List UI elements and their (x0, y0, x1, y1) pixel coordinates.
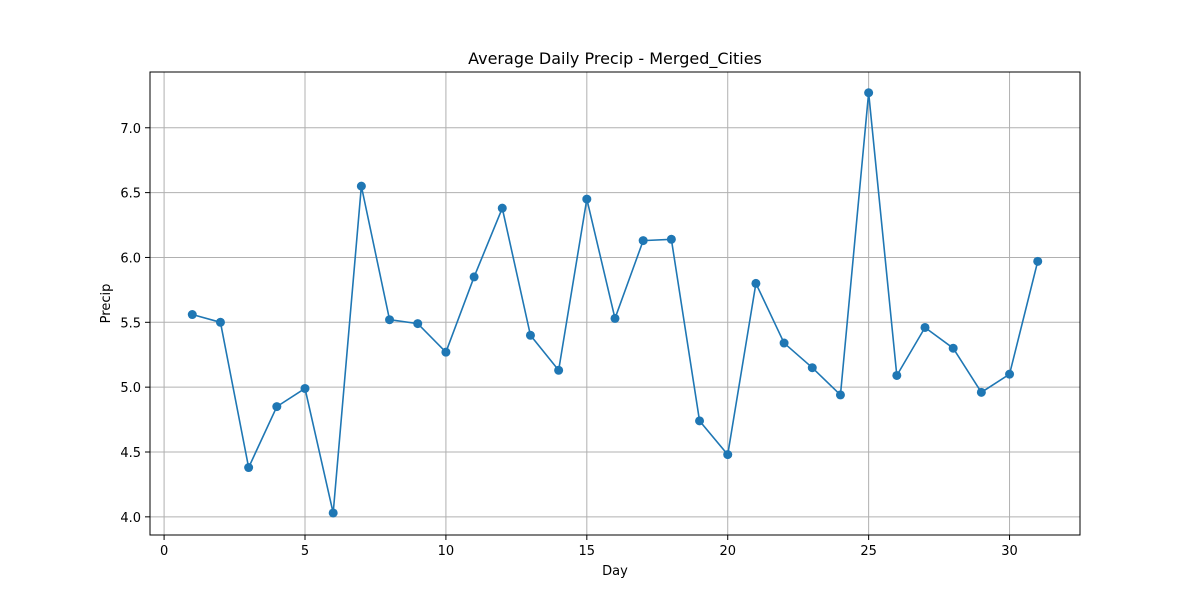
data-point (244, 463, 254, 473)
data-point (807, 363, 817, 373)
y-tick-label: 5.0 (120, 381, 141, 396)
data-point (441, 347, 451, 357)
x-tick-label: 5 (301, 544, 309, 559)
x-tick-label: 15 (579, 544, 596, 559)
data-point (695, 416, 705, 426)
data-point (666, 234, 676, 244)
data-point (948, 343, 958, 353)
data-point (1005, 369, 1015, 379)
data-point (1033, 256, 1043, 266)
data-point (751, 278, 761, 288)
data-point (610, 313, 620, 323)
data-point (187, 310, 197, 320)
x-tick-label: 25 (860, 544, 877, 559)
plot-frame (149, 71, 1081, 536)
x-axis-label: Day (602, 564, 628, 579)
y-tick-label: 5.5 (120, 316, 141, 331)
y-tick-label: 6.5 (120, 187, 141, 202)
x-tick-label: 0 (160, 544, 168, 559)
y-tick-label: 7.0 (120, 122, 141, 137)
data-point (638, 236, 648, 246)
x-tick-label: 20 (719, 544, 736, 559)
y-tick-label: 4.0 (120, 511, 141, 526)
data-point (272, 402, 282, 412)
data-point (779, 338, 789, 348)
x-tick-label: 30 (1001, 544, 1018, 559)
data-point (525, 330, 535, 340)
data-point (413, 319, 423, 329)
data-point (864, 88, 874, 98)
data-point (328, 508, 338, 518)
data-point (385, 315, 395, 325)
chart-title: Average Daily Precip - Merged_Cities (468, 49, 762, 69)
series-precip (187, 88, 1043, 518)
data-point (356, 181, 366, 191)
y-axis-label: Precip (99, 284, 114, 324)
data-point (892, 370, 902, 380)
y-tick-label: 4.5 (120, 446, 141, 461)
data-point (300, 383, 310, 393)
data-point (215, 317, 225, 327)
axis-ticks: 0 5 10 15 20 25 30 4.0 4.5 5.0 5.5 6.0 6.5 7.0 (120, 122, 1018, 559)
data-point (835, 390, 845, 400)
data-point (976, 387, 986, 397)
x-tick-label: 10 (438, 544, 455, 559)
data-point (582, 194, 592, 204)
data-point (920, 322, 930, 332)
y-tick-label: 6.0 (120, 251, 141, 266)
data-point (554, 365, 564, 375)
data-point (469, 272, 479, 282)
grid (150, 72, 1080, 535)
data-point (723, 450, 733, 460)
data-point (497, 203, 507, 213)
